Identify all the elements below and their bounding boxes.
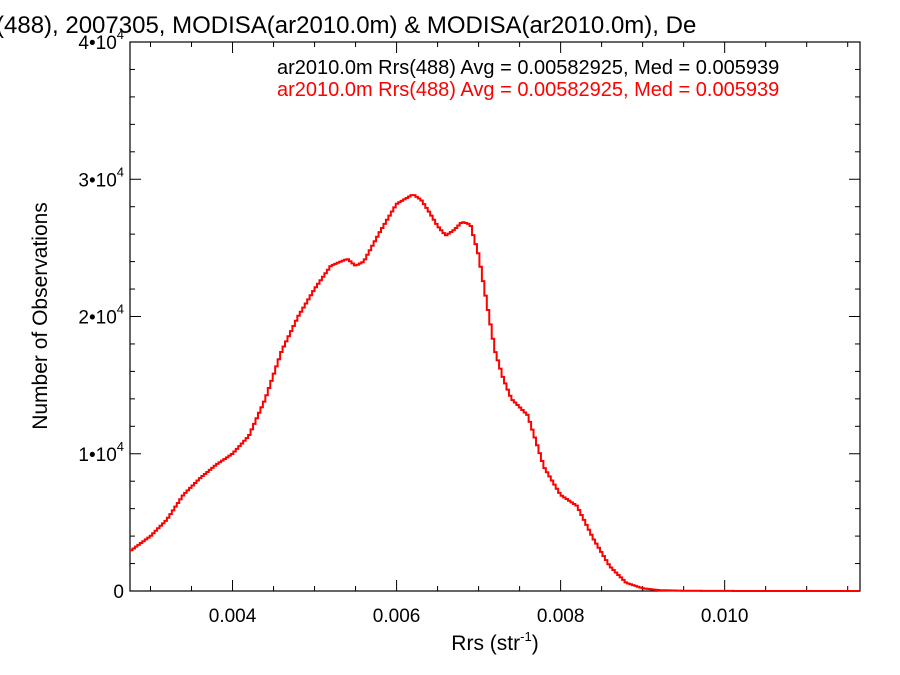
histogram-series-1 <box>130 194 860 592</box>
legend: ar2010.0m Rrs(488) Avg = 0.00582925, Med… <box>277 57 779 101</box>
x-tick-label: 0.008 <box>537 606 585 627</box>
x-axis-label-sup: -1 <box>520 629 532 644</box>
y-tick-label-mantissa: 4•10 <box>78 33 116 54</box>
plot-frame <box>129 41 861 592</box>
tick-labels: 0.004 0.006 0.008 0.01001•1042•1043•1044•10… <box>78 27 748 627</box>
axis-ticks <box>130 41 860 592</box>
y-tick-label: 4•104 <box>78 27 124 54</box>
y-tick-label-exponent: 4 <box>117 302 124 317</box>
y-tick-label-mantissa: 3•10 <box>78 170 116 191</box>
x-tick-label: 0.006 <box>373 606 421 627</box>
x-axis-label: Rrs (str-1) <box>451 629 538 655</box>
legend-entry-1: ar2010.0m Rrs(488) Avg = 0.00582925, Med… <box>277 57 779 79</box>
y-tick-label: 2•104 <box>78 302 124 329</box>
y-tick-label: 3•104 <box>78 164 124 191</box>
legend-entry-2: ar2010.0m Rrs(488) Avg = 0.00582925, Med… <box>277 79 779 101</box>
chart-title: (488), 2007305, MODISA(ar2010.0m) & MODI… <box>0 12 696 39</box>
y-tick-label-exponent: 4 <box>117 27 124 42</box>
y-tick-label-mantissa: 1•10 <box>78 445 116 466</box>
x-axis-label-main: Rrs (str <box>451 632 520 655</box>
y-tick-label: 0 <box>113 582 124 603</box>
y-tick-label: 1•104 <box>78 439 124 466</box>
y-tick-label-mantissa: 2•10 <box>78 308 116 329</box>
x-axis-label-close: ) <box>532 632 539 655</box>
x-tick-label: 0.010 <box>701 606 749 627</box>
y-tick-label-exponent: 4 <box>117 164 124 179</box>
y-axis-label: Number of Observations <box>29 202 52 430</box>
x-tick-label: 0.004 <box>209 606 257 627</box>
y-tick-label-exponent: 4 <box>117 439 124 454</box>
series-layer <box>130 194 860 592</box>
